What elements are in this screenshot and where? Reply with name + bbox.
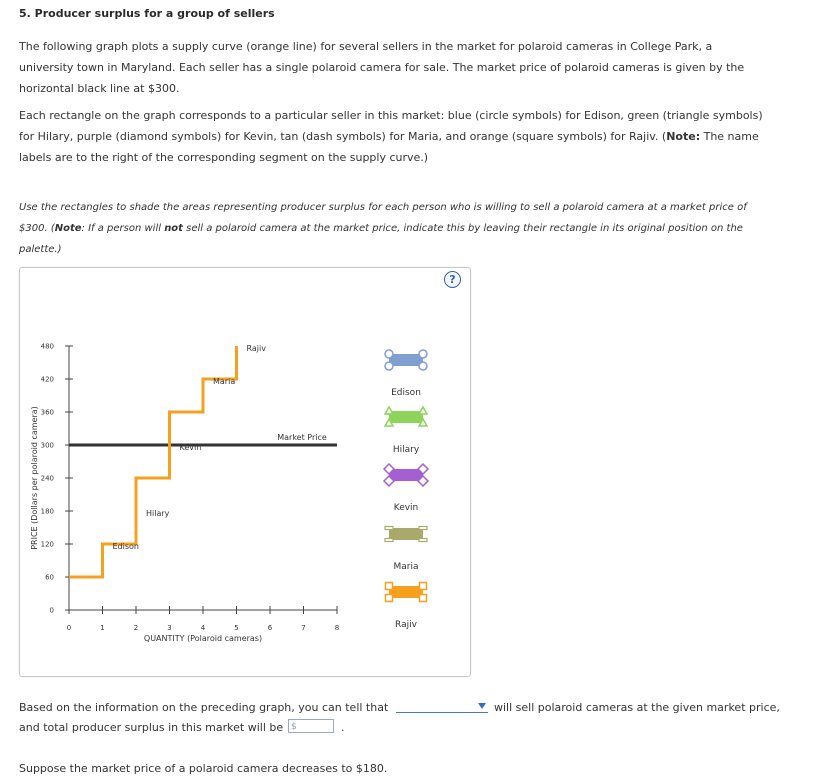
x-tick-label: 7: [301, 624, 305, 632]
palette-label: Maria: [394, 562, 419, 572]
palette-label: Kevin: [394, 503, 419, 513]
palette-rect: [389, 354, 423, 366]
circle-marker: [384, 361, 394, 371]
dash-marker: [384, 537, 394, 543]
question1-text-post: will sell polaroid cameras at the given …: [494, 701, 780, 714]
y-tick-label: 420: [41, 376, 54, 384]
triangle-marker: [383, 405, 395, 415]
dash-marker: [384, 525, 394, 531]
triangle-marker: [417, 417, 429, 427]
square-marker: [418, 593, 428, 603]
diamond-marker: [416, 474, 430, 488]
x-tick-label: 1: [100, 624, 104, 632]
square-marker: [418, 581, 428, 591]
producer-surplus-input[interactable]: $: [288, 719, 334, 733]
triangle-marker: [383, 417, 395, 427]
palette-rect: [389, 528, 423, 540]
diamond-marker: [416, 462, 430, 476]
seller-label-rajiv: Rajiv: [247, 344, 267, 353]
diamond-marker: [382, 462, 396, 476]
y-tick-label: 60: [45, 574, 54, 582]
palette-item-edison[interactable]: Edison: [384, 349, 428, 398]
circle-marker: [418, 349, 428, 359]
y-tick-label: 0: [50, 607, 54, 615]
graph-panel: [19, 267, 471, 677]
circle-marker: [384, 349, 394, 359]
x-tick-label: 4: [201, 624, 206, 632]
diamond-marker: [382, 474, 396, 488]
x-tick-label: 5: [234, 624, 238, 632]
square-marker: [384, 581, 394, 591]
palette-rect: [389, 411, 423, 423]
question1-line2: and total producer surplus in this marke…: [19, 721, 284, 734]
seller-label-hilary: Hilary: [146, 509, 170, 518]
intro-paragraph: The following graph plots a supply curve…: [19, 36, 809, 99]
question-title: 5. Producer surplus for a group of selle…: [19, 7, 275, 20]
x-tick-label: 3: [167, 624, 171, 632]
description-paragraph: Each rectangle on the graph corresponds …: [19, 105, 809, 168]
instr-line-3: palette.): [19, 244, 62, 255]
intro-line-1: The following graph plots a supply curve…: [19, 40, 713, 53]
question1-period: .: [341, 721, 345, 734]
palette-label: Rajiv: [395, 620, 418, 630]
palette-label: Hilary: [393, 445, 420, 455]
x-axis-label: QUANTITY (Polaroid cameras): [144, 634, 262, 643]
chevron-down-icon: [478, 703, 486, 709]
x-tick-label: 2: [134, 624, 138, 632]
y-tick-label: 120: [41, 541, 54, 549]
palette-item-maria[interactable]: Maria: [384, 525, 428, 573]
triangle-marker: [417, 405, 429, 415]
palette-item-kevin[interactable]: Kevin: [382, 462, 430, 513]
dash-marker: [418, 537, 428, 543]
chart-axes: 0 60 120 180 240 300 360 420 480 0 1 2 3 4 5 6 7 8 QUANTIT…: [30, 343, 339, 644]
instr-line-2: $300. (Note: If a person will not sell a…: [19, 223, 743, 234]
desc-line-2: for Hilary, purple (diamond symbols) for…: [19, 130, 759, 143]
y-tick-label: 480: [41, 343, 54, 351]
x-tick-label: 6: [268, 624, 273, 632]
palette-label: Edison: [391, 388, 421, 398]
x-tick-label: 0: [67, 624, 71, 632]
y-tick-label: 240: [41, 475, 54, 483]
y-tick-label: 180: [41, 508, 54, 516]
chart-plot: Market Price Edison Hilary Kevin Maria Rajiv: [69, 344, 337, 579]
market-price-label: Market Price: [277, 433, 327, 442]
square-marker: [384, 593, 394, 603]
seller-label-maria: Maria: [213, 377, 235, 386]
palette-rect: [389, 586, 423, 598]
intro-line-3: horizontal black line at $300.: [19, 82, 180, 95]
y-axis-label: PRICE (Dollars per polaroid camera): [30, 406, 39, 550]
intro-line-2: university town in Maryland. Each seller…: [19, 61, 745, 74]
x-tick-label: 8: [335, 624, 339, 632]
y-tick-label: 300: [41, 442, 54, 450]
instr-line-1: Use the rectangles to shade the areas re…: [19, 202, 747, 213]
rectangle-palette: Edison Hilary Kevin Maria Rajiv: [382, 349, 430, 631]
question2-text: Suppose the market price of a polaroid c…: [19, 762, 388, 775]
seller-label-edison: Edison: [113, 542, 140, 551]
desc-line-1: Each rectangle on the graph corresponds …: [19, 109, 763, 122]
y-tick-label: 360: [41, 409, 54, 417]
palette-rect: [389, 469, 423, 481]
palette-item-hilary[interactable]: Hilary: [383, 405, 429, 455]
seller-label-kevin: Kevin: [180, 443, 202, 452]
supply-curve: [69, 346, 238, 579]
palette-item-rajiv[interactable]: Rajiv: [384, 581, 428, 631]
desc-line-3: labels are to the right of the correspon…: [19, 151, 429, 164]
dash-marker: [418, 525, 428, 531]
circle-marker: [418, 361, 428, 371]
question1-text: Based on the information on the precedin…: [19, 701, 389, 714]
sellers-dropdown[interactable]: [396, 700, 488, 713]
help-icon[interactable]: ?: [444, 271, 461, 288]
instruction-paragraph: Use the rectangles to shade the areas re…: [19, 197, 799, 260]
